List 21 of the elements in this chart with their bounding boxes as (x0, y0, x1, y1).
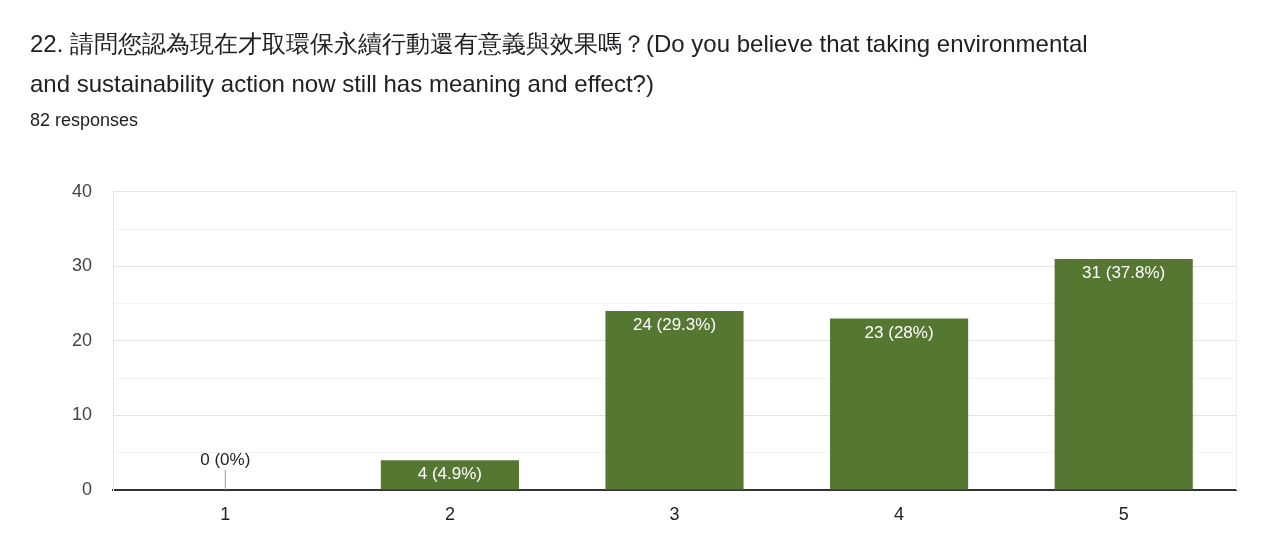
chart-title: 22. 請問您認為現在才取環保永續行動還有意義與效果嗎？(Do you believe that taking environmental and sustainability action now still has meaning and effect?) (30, 29, 1089, 99)
x-tick-label: 4 (894, 503, 905, 524)
data-label: 0 (0%) (200, 450, 251, 470)
y-tick-label: 30 (71, 255, 92, 276)
y-tick-label: 0 (81, 478, 92, 499)
data-label: 23 (28%) (864, 322, 934, 342)
y-tick-label: 10 (71, 404, 92, 425)
x-tick-label: 3 (669, 503, 680, 524)
bar (380, 460, 519, 490)
x-tick-label: 5 (1118, 503, 1129, 524)
data-label: 24 (29.3%) (632, 315, 717, 335)
y-tick-label: 20 (71, 329, 92, 350)
bar (1054, 258, 1193, 490)
x-tick-label: 2 (444, 503, 455, 524)
bar (605, 311, 744, 490)
bar (830, 318, 969, 490)
chart-subtitle: 82 responses (30, 109, 139, 132)
data-label: 4 (4.9%) (417, 464, 483, 484)
data-label: 31 (37.8%) (1082, 263, 1166, 283)
x-tick-label: 1 (220, 503, 231, 524)
y-tick-label: 40 (71, 180, 92, 201)
